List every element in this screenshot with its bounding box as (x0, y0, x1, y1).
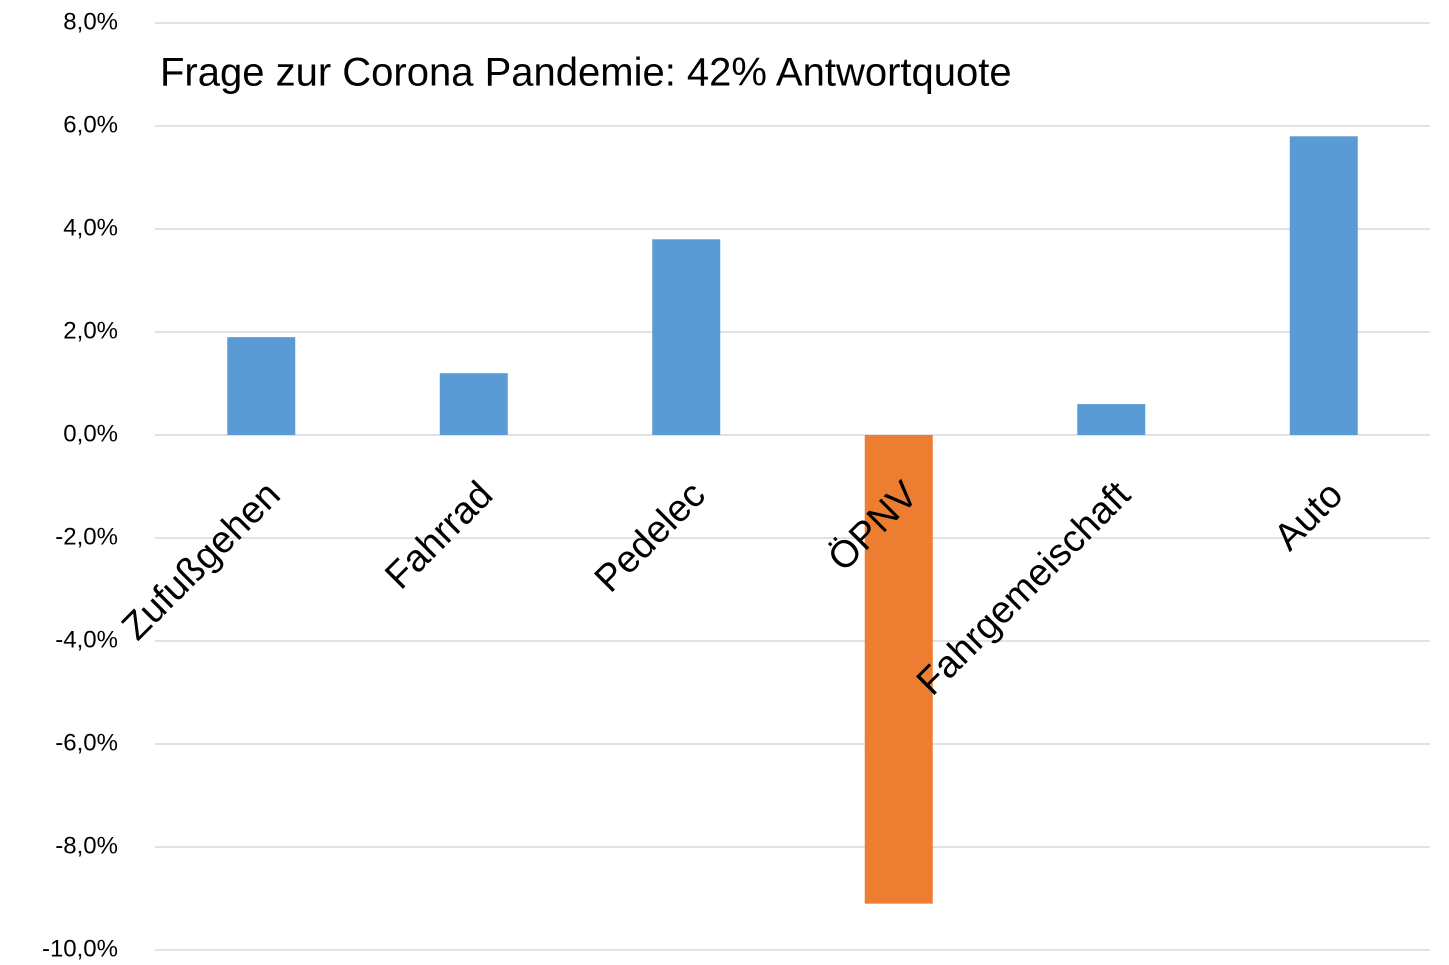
y-tick-label: 0,0% (63, 420, 118, 447)
y-tick-label: 2,0% (63, 317, 118, 344)
x-tick-label: Zufußgehen (114, 474, 289, 649)
bar (1077, 404, 1146, 435)
y-tick-label: -8,0% (55, 832, 118, 859)
y-tick-label: 8,0% (63, 8, 118, 35)
bar (652, 239, 721, 435)
y-tick-label: -6,0% (55, 729, 118, 756)
y-tick-label: -4,0% (55, 626, 118, 653)
bar (227, 337, 296, 435)
y-tick-label: -2,0% (55, 523, 118, 550)
y-tick-label: 4,0% (63, 214, 118, 241)
x-tick-label: Fahrrad (377, 474, 501, 598)
x-tick-label: Pedelec (587, 474, 714, 601)
x-tick-label: Fahrgemeischaft (909, 473, 1139, 703)
bar (864, 435, 933, 904)
y-tick-label: -10,0% (42, 935, 118, 962)
chart-title: Frage zur Corona Pandemie: 42% Antwortqu… (160, 51, 1012, 95)
x-tick-label: Auto (1266, 474, 1351, 559)
bar (439, 373, 508, 435)
bar (1289, 136, 1358, 436)
y-tick-label: 6,0% (63, 111, 118, 138)
